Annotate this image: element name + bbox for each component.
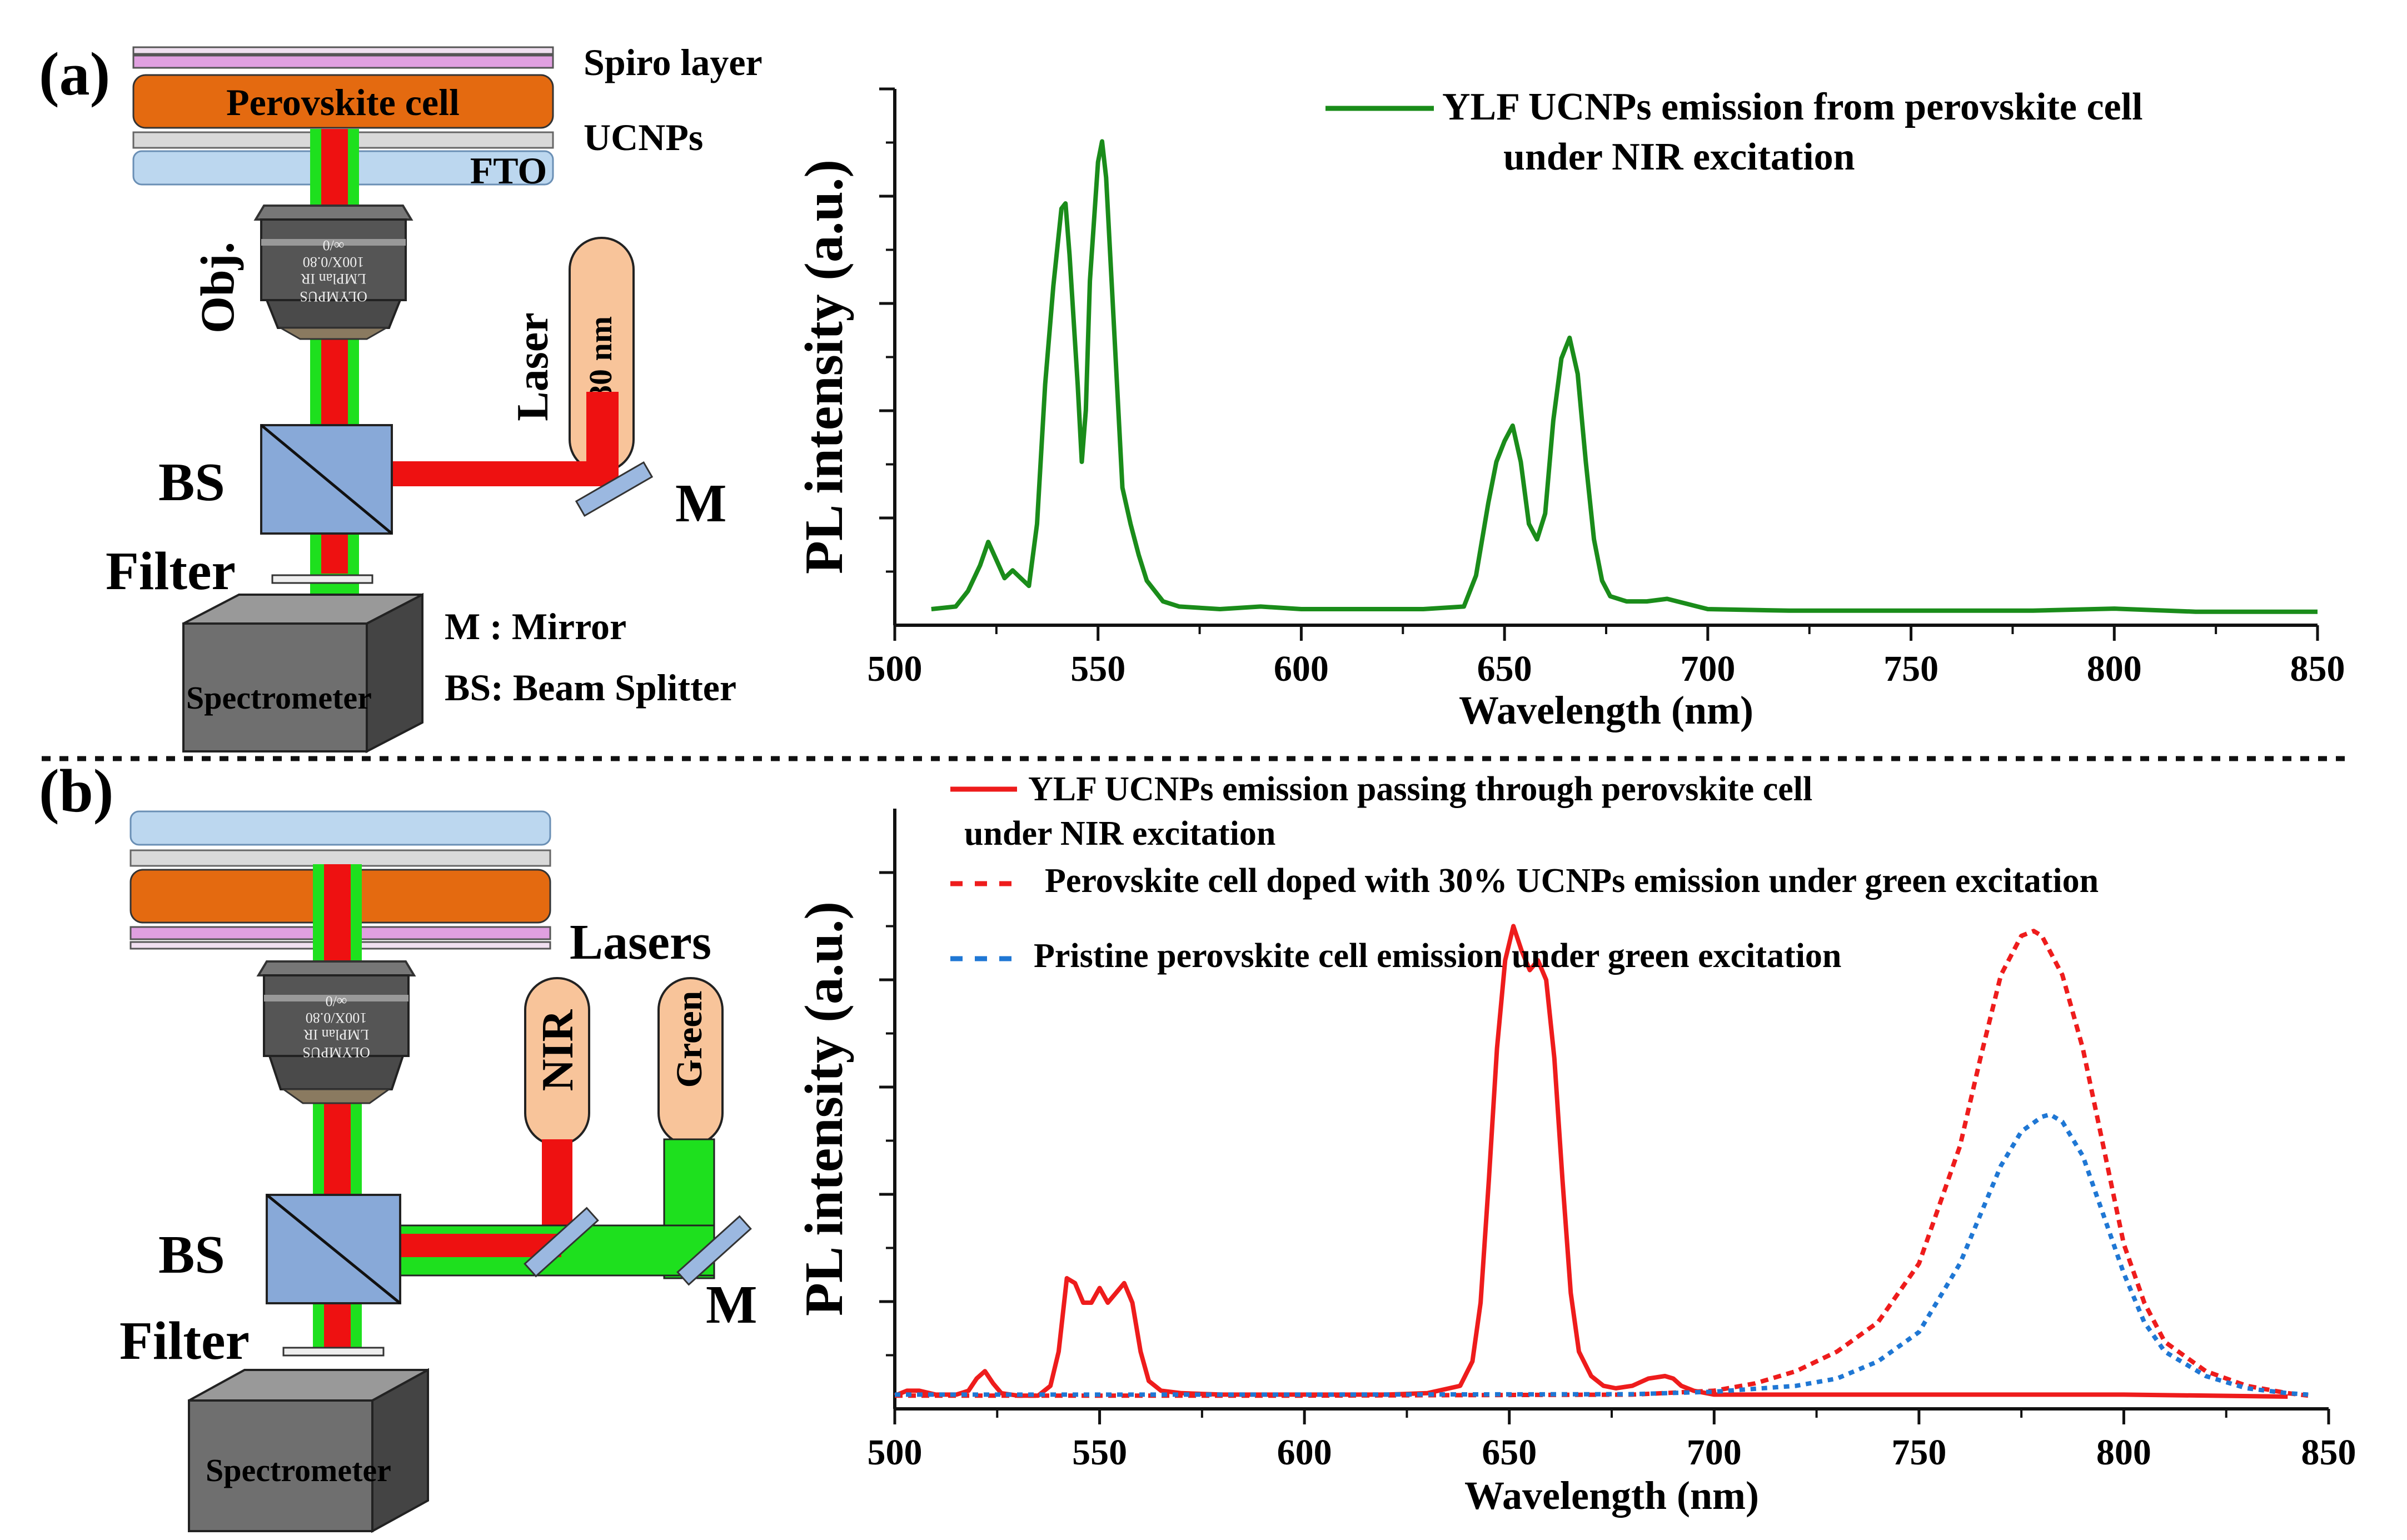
red-beam-horizontal-b [395, 1234, 561, 1257]
svg-text:∞/0: ∞/0 [323, 237, 345, 253]
x-tick-label: 650 [1477, 649, 1532, 689]
chart-a-legend-label-1: YLF UCNPs emission from perovskite cell [1442, 86, 2143, 128]
chart-a-ticks [879, 87, 2319, 641]
x-tick-label: 650 [1482, 1432, 1537, 1473]
series-line-a-0 [931, 139, 2318, 614]
bs-label-a: BS [158, 452, 225, 512]
filter-label-b: Filter [119, 1311, 250, 1371]
series-line-b-0 [894, 924, 2288, 1399]
panel-b-label: (b) [39, 757, 113, 825]
chart-a-y-label: PL intensity (a.u.) [794, 160, 854, 574]
chart-b-y-label: PL intensity (a.u.) [794, 901, 854, 1316]
green-laser-label: Green [669, 991, 710, 1088]
svg-text:∞/0: ∞/0 [326, 993, 347, 1009]
x-tick-label: 600 [1277, 1432, 1332, 1473]
x-tick-label: 750 [1891, 1432, 1946, 1473]
fto-layer-b [129, 810, 551, 846]
chart-a-series [931, 139, 2318, 614]
perovskite-label: Perovskite cell [226, 81, 460, 123]
chart-b-x-label: Wavelength (nm) [1464, 1473, 1759, 1518]
mirror-label-a: M [675, 474, 727, 534]
spiro-layer [132, 54, 554, 69]
svg-text:100X/0.80: 100X/0.80 [306, 1010, 367, 1026]
objective-lens: OLYMPUS LMPlan IR 100X/0.80 ∞/0 [253, 205, 413, 340]
objective-lens-b: OLYMPUS LMPlan IR 100X/0.80 ∞/0 [256, 960, 416, 1104]
chart-b-legend-label-2: Perovskite cell doped with 30% UCNPs emi… [1045, 862, 2099, 900]
spiro-label: Spiro layer [584, 41, 763, 83]
x-tick-label: 600 [1274, 649, 1329, 689]
svg-text:LMPlan IR: LMPlan IR [303, 1026, 368, 1043]
nir-label: NIR [534, 1009, 582, 1091]
chart-b-series [894, 924, 2309, 1399]
filter-a [271, 574, 373, 584]
svg-text:OLYMPUS: OLYMPUS [300, 288, 367, 305]
x-tick-label: 750 [1883, 649, 1938, 689]
mirror-label-b: M [706, 1275, 758, 1335]
perovskite-layer [132, 74, 554, 129]
dichroic-mirror-b [524, 1207, 599, 1278]
objective-label: Obj. [191, 242, 244, 333]
filter-label-a: Filter [106, 541, 236, 601]
x-tick-label: 850 [2301, 1432, 2356, 1473]
laser-label: Laser [509, 312, 557, 421]
fto-label: FTO [470, 149, 547, 192]
x-tick-label: 850 [2290, 649, 2345, 689]
red-beam-horizontal [389, 461, 619, 486]
spectrometer-b: Spectrometer [188, 1368, 429, 1533]
chart-b-legend-label-1: YLF UCNPs emission passing through perov… [1028, 770, 1812, 808]
chart-b: 500 550 600 650 700 750 800 850 Wavelength (nm)… [794, 770, 2356, 1518]
mirror-a [575, 461, 654, 517]
mirror-b [676, 1215, 752, 1286]
x-tick-label: 700 [1687, 1432, 1742, 1473]
chart-b-legend-label-3: Pristine perovskite cell emission under … [1034, 937, 1841, 975]
chart-b-legend-label-1b: under NIR excitation [964, 815, 1275, 853]
chart-a: 500 550 600 650 700 750 800 850 Wavelength (nm)… [794, 86, 2345, 732]
legend-mirror: M : Mirror [445, 605, 626, 647]
x-tick-label: 800 [2096, 1432, 2151, 1473]
schematic-a: (a) Spiro layer Perovskite cell UCNPs FT… [39, 40, 763, 754]
objective-engraving: OLYMPUS LMPlan IR 100X/0.80 ∞/0 [300, 237, 367, 305]
x-tick-label: 500 [868, 1432, 923, 1473]
x-tick-label: 550 [1070, 649, 1125, 689]
ucnp-label: UCNPs [584, 116, 703, 158]
series-line-b-1 [895, 929, 2309, 1398]
svg-text:Spectrometer: Spectrometer [186, 680, 372, 716]
lasers-label: Lasers [570, 915, 711, 970]
svg-text:Spectrometer: Spectrometer [206, 1452, 391, 1488]
x-tick-label: 550 [1072, 1432, 1127, 1473]
chart-a-x-label: Wavelength (nm) [1459, 688, 1753, 732]
filter-b [282, 1347, 385, 1357]
spiro-top-line [132, 46, 554, 55]
nir-beam-down [542, 1139, 572, 1234]
svg-text:LMPlan IR: LMPlan IR [300, 271, 366, 287]
x-tick-label: 500 [868, 649, 923, 689]
svg-text:100X/0.80: 100X/0.80 [303, 254, 365, 270]
bs-label-b: BS [158, 1225, 225, 1285]
svg-text:OLYMPUS: OLYMPUS [302, 1044, 370, 1060]
chart-a-tick-labels: 500 550 600 650 700 750 800 850 [868, 649, 2345, 689]
legend-beam-splitter: BS: Beam Splitter [445, 666, 736, 709]
panel-a-label: (a) [39, 40, 110, 108]
spectrometer-a: Spectrometer [182, 592, 423, 754]
chart-a-legend-label-2: under NIR excitation [1503, 136, 1855, 178]
x-tick-label: 800 [2087, 649, 2142, 689]
x-tick-label: 700 [1680, 649, 1735, 689]
chart-b-ticks [879, 871, 2330, 1424]
schematic-b: (b) OLYMPUS LMPlan IR 100X/0.80 ∞/0 Lase… [39, 757, 758, 1533]
ucnp-layer-b [129, 849, 551, 867]
chart-b-tick-labels: 500 550 600 650 700 750 800 850 [868, 1432, 2356, 1473]
series-line-b-2 [895, 1112, 2309, 1397]
